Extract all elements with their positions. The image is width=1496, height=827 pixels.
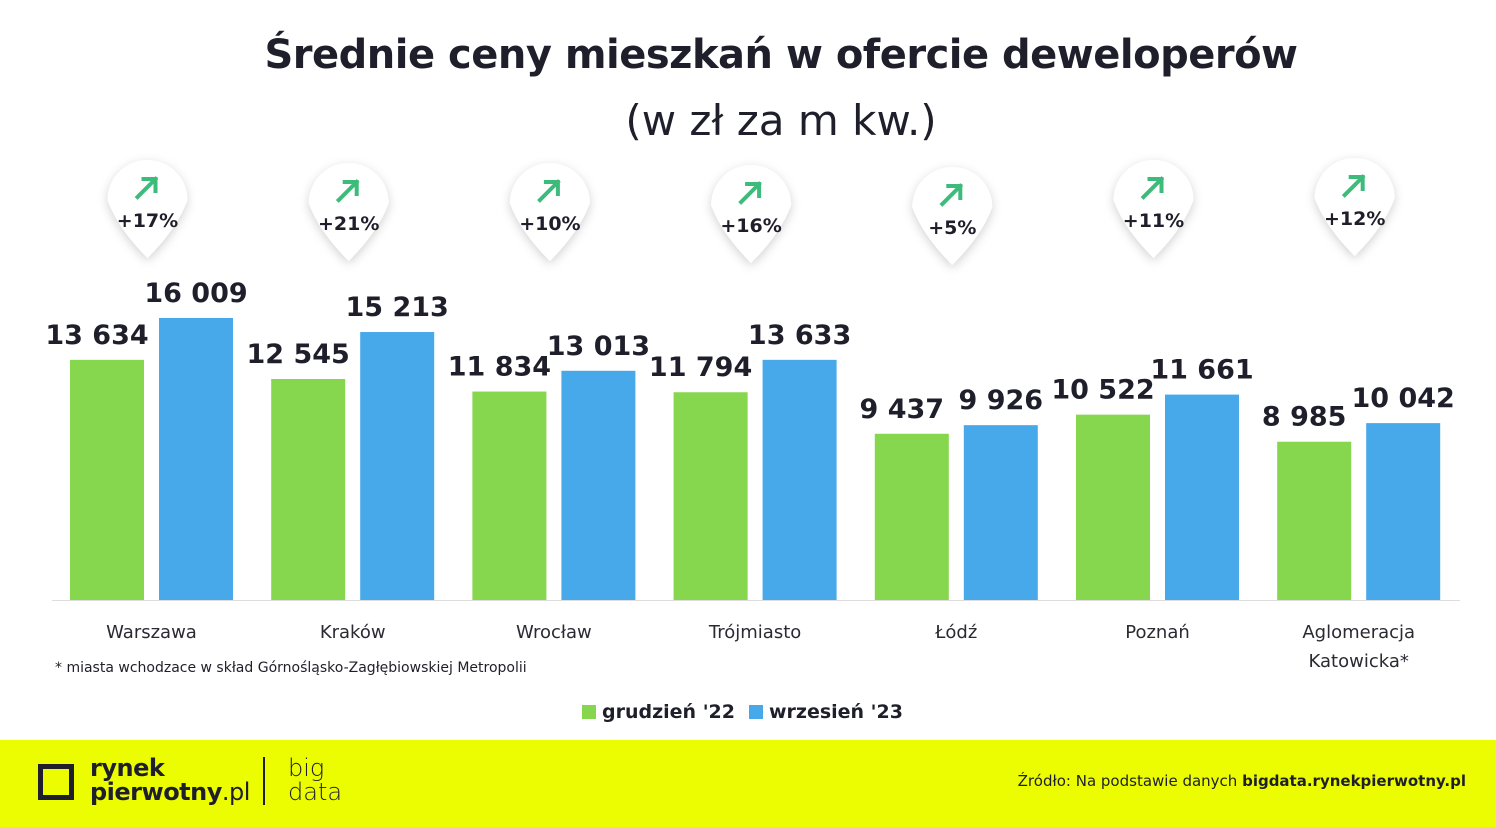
footnote: * miasta wchodzace w skład Górnośląsko-Z… [55, 660, 527, 676]
divider [263, 757, 265, 805]
arrow-up-right-icon [134, 176, 159, 200]
chart-subtitle: (w zł za m kw.) [625, 96, 937, 145]
bigdata-logo: big data [288, 754, 343, 806]
data-label: 8 985 [1262, 402, 1347, 433]
change-label: +11% [1123, 210, 1184, 232]
arrow-up-right-icon [1341, 174, 1366, 198]
arrow-up-right-icon [537, 179, 561, 203]
change-bubble [912, 167, 993, 265]
legend-item-dec22: grudzień '22 [582, 701, 735, 723]
bar-sep23 [159, 318, 233, 600]
arrow-up-right-icon [939, 183, 964, 207]
arrow-up-right-icon [738, 181, 762, 205]
bar-dec22 [673, 392, 748, 600]
data-label: 13 013 [547, 331, 650, 362]
category-label: Warszawa [106, 622, 197, 643]
change-label: +17% [117, 210, 178, 232]
category-label: Trójmiasto [708, 622, 801, 643]
bar-dec22 [874, 433, 949, 600]
change-bubble [509, 163, 590, 261]
change-bubble [711, 165, 792, 263]
legend-swatch [748, 705, 763, 719]
bar-chart: 13 634 16 009 Warszawa +17% 12 545 15 213 Krak… [45, 158, 1460, 672]
legend-item-sep23: wrzesień '23 [748, 701, 903, 723]
change-bubble [1314, 158, 1395, 256]
footer-bar: rynek pierwotny.pl big data Źródło: Na pod… [0, 740, 1496, 827]
data-label: 12 545 [247, 339, 350, 370]
legend-label: grudzień '22 [602, 701, 735, 723]
change-bubble [107, 160, 188, 258]
change-bubble [1113, 160, 1194, 258]
change-label: +16% [720, 215, 781, 237]
category-label: Aglomeracja [1302, 622, 1415, 643]
bar-dec22 [1076, 414, 1150, 600]
legend-label: wrzesień '23 [768, 701, 903, 723]
source-link[interactable]: bigdata.rynekpierwotny.pl [1242, 772, 1466, 790]
category-label: Katowicka* [1309, 651, 1409, 672]
data-label: 11 661 [1150, 355, 1253, 386]
chart-title: Średnie ceny mieszkań w ofercie dewelope… [264, 32, 1298, 78]
source-note: Źródło: Na podstawie danych bigdata.ryne… [1017, 772, 1466, 790]
data-label: 9 926 [959, 385, 1044, 416]
legend-swatch [582, 705, 596, 719]
change-label: +21% [318, 213, 379, 235]
change-label: +12% [1324, 208, 1385, 230]
data-label: 13 634 [45, 320, 148, 351]
category-label: Łódź [934, 622, 977, 643]
data-label: 13 633 [748, 320, 851, 351]
data-label: 10 042 [1352, 383, 1455, 414]
change-label: +5% [928, 217, 976, 239]
change-bubble [308, 163, 389, 261]
bar-dec22 [271, 379, 346, 600]
data-label: 16 009 [144, 278, 247, 309]
change-label: +10% [519, 213, 580, 235]
bar-sep23 [561, 370, 636, 600]
bar-sep23 [360, 332, 435, 600]
arrow-up-right-icon [1140, 176, 1165, 200]
data-label: 10 522 [1051, 375, 1154, 406]
data-label: 11 834 [448, 352, 551, 383]
category-label: Kraków [320, 622, 386, 643]
data-label: 15 213 [346, 292, 449, 323]
bar-sep23 [1366, 423, 1441, 600]
arrow-up-right-icon [335, 179, 360, 203]
bar-dec22 [1277, 441, 1352, 600]
legend: grudzień '22 wrzesień '23 [582, 701, 903, 723]
bar-sep23 [963, 425, 1038, 600]
rynekpierwotny-logo-icon [38, 764, 74, 800]
brand-name: rynek pierwotny.pl [90, 754, 250, 806]
bar-dec22 [472, 391, 547, 600]
data-label: 9 437 [860, 394, 945, 425]
category-label: Wrocław [516, 622, 592, 643]
bar-dec22 [70, 359, 144, 600]
category-label: Poznań [1125, 622, 1190, 643]
data-label: 11 794 [649, 352, 752, 383]
bar-sep23 [1165, 394, 1239, 600]
bar-sep23 [762, 359, 837, 600]
